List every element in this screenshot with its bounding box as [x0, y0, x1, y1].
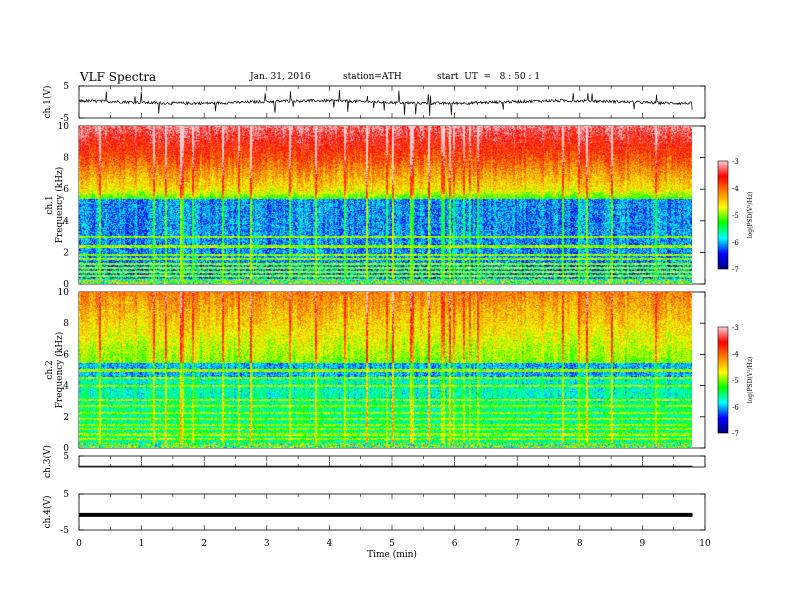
x-tick-label: 4	[327, 539, 333, 549]
panel-4	[78, 455, 706, 468]
panel-2	[78, 125, 729, 285]
y-axis-label: Frequency (kHz)	[54, 167, 65, 244]
y-axis-label: ch.4(V)	[42, 496, 53, 529]
ch1-trace	[78, 89, 693, 116]
y-tick-label: 10	[58, 288, 70, 298]
colorbar-tick-label: -5	[732, 377, 739, 385]
y-tick-label: 4	[63, 217, 69, 227]
colorbar-tick-label: -3	[732, 158, 739, 166]
y-axis-label: ch.3(V)	[42, 445, 53, 478]
x-tick-label: 0	[76, 539, 82, 549]
panel-5	[78, 493, 706, 531]
panel-3	[78, 291, 729, 449]
station-label: station=ATH	[343, 72, 402, 82]
chart-title: VLF Spectra	[80, 70, 157, 84]
panel-frame	[78, 493, 706, 531]
y-tick-label: 5	[63, 490, 69, 500]
colorbar-label: log(PSD(V²/Hz)	[747, 357, 754, 404]
colorbar-tick-label: -3	[732, 324, 739, 332]
y-axis-label: ch.2	[45, 360, 55, 379]
y-axis-label: ch.1(V)	[42, 86, 53, 119]
x-axis-label: Time (min)	[367, 549, 417, 560]
y-tick-label: 4	[63, 382, 69, 392]
x-tick-label: 6	[452, 539, 458, 549]
spectrogram-image	[79, 292, 692, 448]
x-tick-label: 7	[514, 539, 520, 549]
colorbar	[717, 160, 729, 270]
colorbar-tick-label: -5	[732, 212, 739, 220]
y-tick-label: 5	[63, 452, 69, 462]
colorbar-tick-label: -7	[732, 266, 739, 274]
colorbar-label: log(PSD(V²/Hz)	[747, 192, 754, 239]
x-tick-label: 8	[577, 539, 583, 549]
colorbar-tick-label: -6	[732, 239, 739, 247]
colorbar-tick-label: -7	[732, 430, 739, 438]
x-tick-label: 10	[699, 539, 711, 549]
y-tick-label: 2	[63, 248, 69, 258]
y-tick-label: 0	[63, 444, 69, 454]
x-tick-label: 1	[139, 539, 145, 549]
y-tick-label: 8	[63, 154, 69, 164]
y-axis-label: Frequency (kHz)	[54, 332, 65, 409]
date-label: Jan. 31, 2016	[250, 72, 311, 82]
start-time-label: start UT = 8 : 50 : 1	[437, 72, 541, 82]
x-tick-label: 2	[201, 539, 207, 549]
y-tick-label: 0	[63, 280, 69, 290]
y-tick-label: 6	[63, 350, 69, 360]
x-tick-label: 5	[389, 539, 395, 549]
panel-1	[78, 85, 706, 119]
y-tick-label: 10	[58, 122, 70, 132]
x-tick-label: 3	[264, 539, 270, 549]
y-tick-label: 5	[63, 82, 69, 92]
colorbar-tick-label: -6	[732, 404, 739, 412]
y-tick-label: -5	[60, 526, 69, 536]
colorbar	[717, 326, 729, 434]
y-tick-label: -5	[60, 114, 69, 124]
y-tick-label: 8	[63, 319, 69, 329]
y-tick-label: 2	[63, 413, 69, 423]
x-tick-label: 9	[640, 539, 646, 549]
spectrogram-image	[79, 126, 692, 284]
y-axis-label: ch.1	[45, 195, 55, 214]
y-tick-label: 6	[63, 185, 69, 195]
colorbar-tick-label: -4	[732, 185, 739, 193]
colorbar-tick-label: -4	[732, 351, 739, 359]
